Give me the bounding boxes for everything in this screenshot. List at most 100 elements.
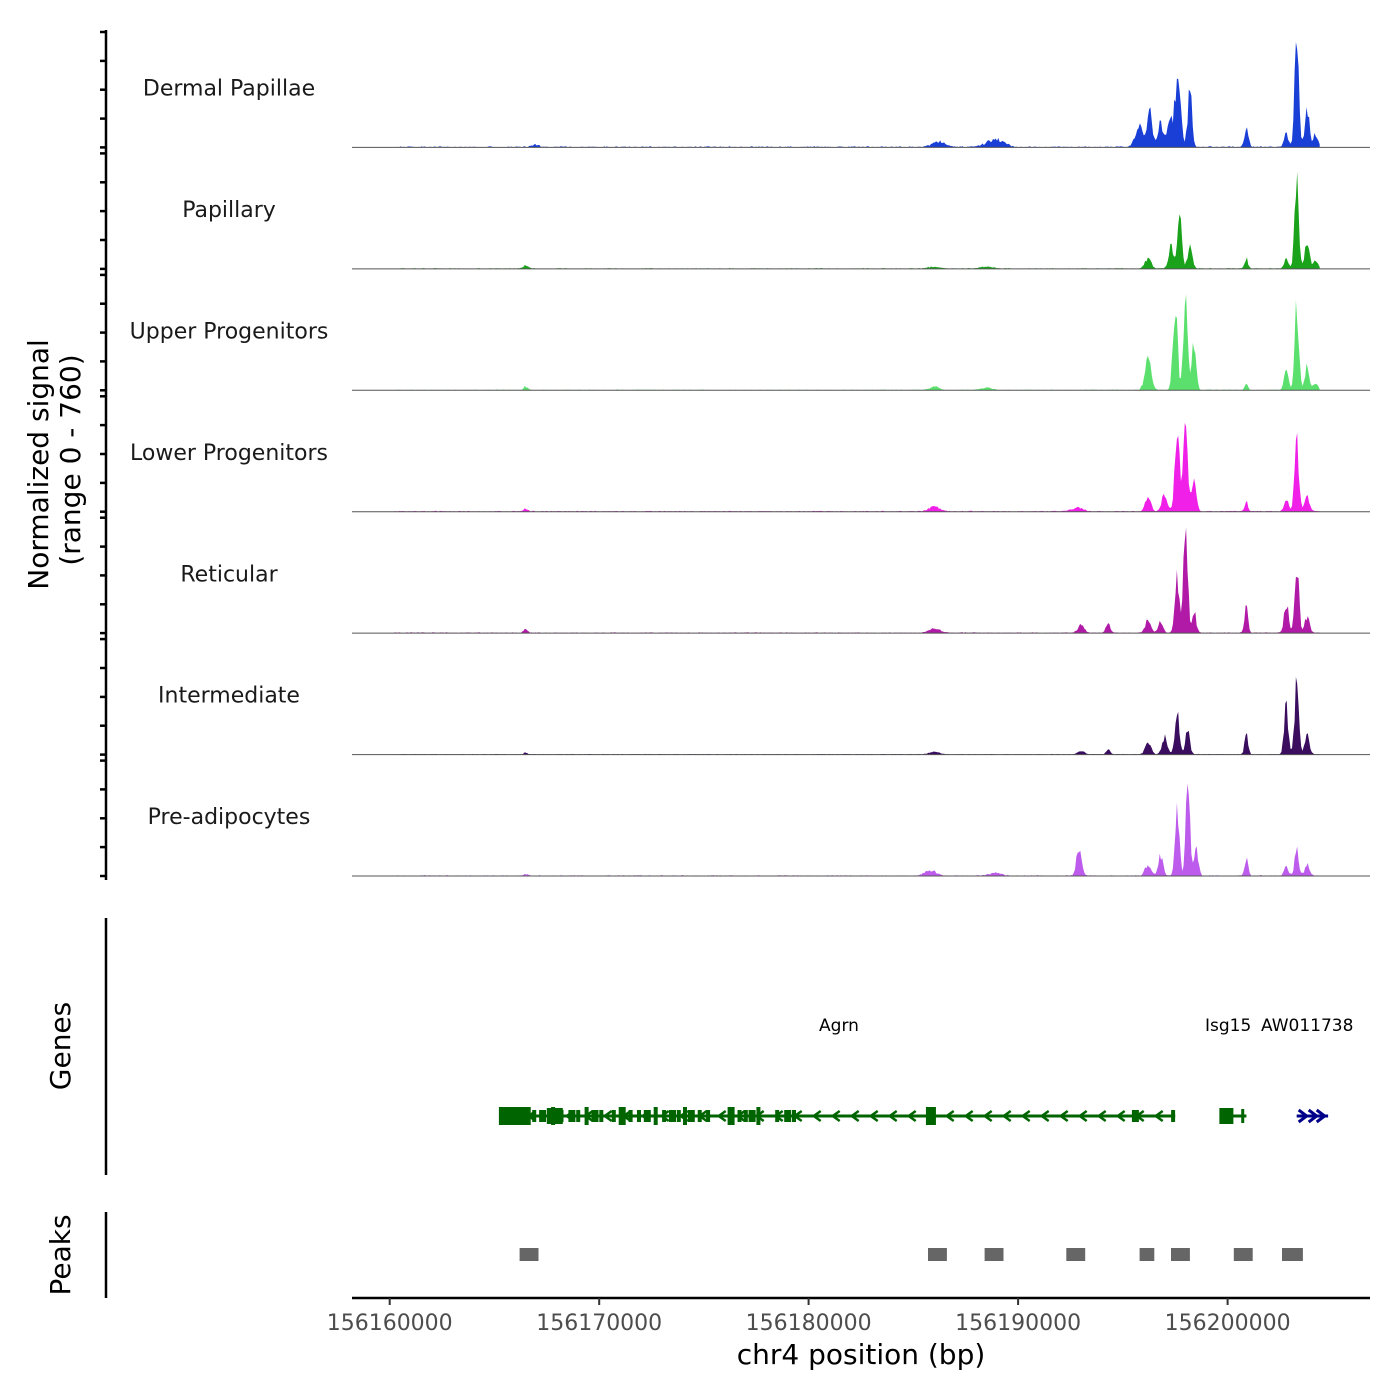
genes-track: Agrn Isg15 AW011738 [498, 1016, 1353, 1125]
peak-region [1139, 1248, 1155, 1261]
track-label: Dermal Papillae [143, 77, 315, 102]
strand-arrow [887, 1109, 898, 1123]
x-axis-label: chr4 position (bp) [737, 1338, 986, 1371]
gene-exon [576, 1110, 581, 1122]
gene-label: Isg15 [1205, 1016, 1251, 1036]
gene-exon [539, 1110, 547, 1122]
gene-exon [669, 1110, 676, 1122]
track-6: Intermediate [158, 676, 1370, 756]
strand-arrow [906, 1109, 917, 1123]
strand-arrow [1077, 1109, 1088, 1123]
peak-region [1282, 1248, 1303, 1261]
track-2: Papillary [182, 171, 1370, 270]
strand-arrow [1020, 1109, 1031, 1123]
track-1: Dermal Papillae [143, 42, 1370, 148]
gene-exon [697, 1110, 702, 1122]
strand-arrow [811, 1109, 822, 1123]
gene-exon [643, 1110, 651, 1122]
strand-arrow [716, 1109, 727, 1123]
gene-exon [637, 1110, 641, 1122]
peak-region [928, 1248, 947, 1261]
strand-arrow [1058, 1109, 1069, 1123]
gene-exon [743, 1110, 748, 1122]
strand-arrow [868, 1109, 879, 1123]
gene-exon [1241, 1109, 1245, 1123]
peak-region [984, 1248, 1004, 1261]
gene-exon [687, 1110, 695, 1122]
strand-arrow [982, 1109, 993, 1123]
x-tick-label: 156180000 [746, 1311, 872, 1336]
strand-arrow [1297, 1108, 1310, 1124]
gene-exon [599, 1110, 604, 1122]
gene-exon [584, 1107, 589, 1125]
strand-arrow [830, 1109, 841, 1123]
gene-exon [591, 1110, 599, 1122]
gene-exon [618, 1107, 626, 1125]
gene-exon [568, 1110, 576, 1122]
gene-exon [611, 1110, 616, 1122]
strand-arrow [659, 1109, 670, 1123]
genes-track-label: Genes [44, 1002, 77, 1090]
x-tick-label: 156170000 [536, 1311, 662, 1336]
gene-exon [676, 1110, 681, 1122]
track-label: Pre-adipocytes [148, 805, 311, 830]
y-axis-label-line-1: Normalized signal [22, 339, 55, 590]
gene-agrn: Agrn [498, 1016, 1176, 1125]
strand-arrow [963, 1109, 974, 1123]
strand-arrow [1315, 1108, 1328, 1124]
gene-exon [706, 1110, 711, 1122]
gene-exon [546, 1108, 563, 1124]
track-4: Lower Progenitors [130, 422, 1370, 513]
strand-arrow [849, 1109, 860, 1123]
strand-arrow [1115, 1109, 1126, 1123]
peak-region [1233, 1248, 1253, 1261]
track-3: Upper Progenitors [130, 294, 1370, 391]
y-axis-label: Normalized signal (range 0 - 760) [22, 330, 87, 589]
strand-arrow [1001, 1109, 1012, 1123]
gene-exon [784, 1110, 792, 1122]
y-axis-label-line-2: (range 0 - 760) [54, 354, 87, 565]
track-label: Reticular [180, 562, 278, 587]
strand-arrow [602, 1109, 613, 1123]
strand-arrow [1039, 1109, 1050, 1123]
peaks-track-label: Peaks [44, 1214, 77, 1295]
track-label: Intermediate [158, 684, 300, 709]
x-tick-label: 156200000 [1165, 1311, 1291, 1336]
peaks-track [519, 1248, 1303, 1261]
gene-exon [756, 1107, 761, 1125]
gene-exon [748, 1110, 756, 1122]
x-axis-ticks: 156160000 156170000 156180000 156190000 1562… [327, 1298, 1291, 1336]
strand-arrow [1096, 1109, 1107, 1123]
track-5: Reticular [180, 527, 1370, 634]
gene-exon [727, 1107, 735, 1125]
gene-exon [662, 1110, 667, 1122]
track-label: Lower Progenitors [130, 441, 328, 466]
coverage-tracks: Dermal Papillae Papillary Upper Progenitor… [130, 42, 1370, 877]
gene-exon [925, 1107, 936, 1125]
track-label: Papillary [182, 198, 276, 223]
peak-region [519, 1248, 539, 1261]
strand-arrow [944, 1109, 955, 1123]
track-7: Pre-adipocytes [148, 783, 1370, 877]
gene-exon [653, 1107, 658, 1125]
peak-region [1066, 1248, 1086, 1261]
gene-exon [1219, 1108, 1234, 1124]
track-label: Upper Progenitors [130, 319, 329, 344]
gene-exon [775, 1110, 780, 1122]
coverage-y-axis-ticks [100, 30, 106, 878]
gene-aw011738: AW011738 [1261, 1016, 1353, 1124]
gene-exon [628, 1110, 633, 1122]
gene-exon [1171, 1110, 1176, 1122]
gene-exon [532, 1110, 537, 1122]
x-tick-label: 156160000 [327, 1311, 453, 1336]
gene-exon [1131, 1110, 1139, 1122]
gene-exon [792, 1110, 796, 1122]
gene-exon [683, 1107, 687, 1125]
strand-arrow [1307, 1108, 1320, 1124]
x-tick-label: 156190000 [955, 1311, 1081, 1336]
gene-exon [737, 1110, 742, 1122]
gene-exon [500, 1107, 531, 1125]
gene-isg15: Isg15 [1205, 1016, 1251, 1124]
